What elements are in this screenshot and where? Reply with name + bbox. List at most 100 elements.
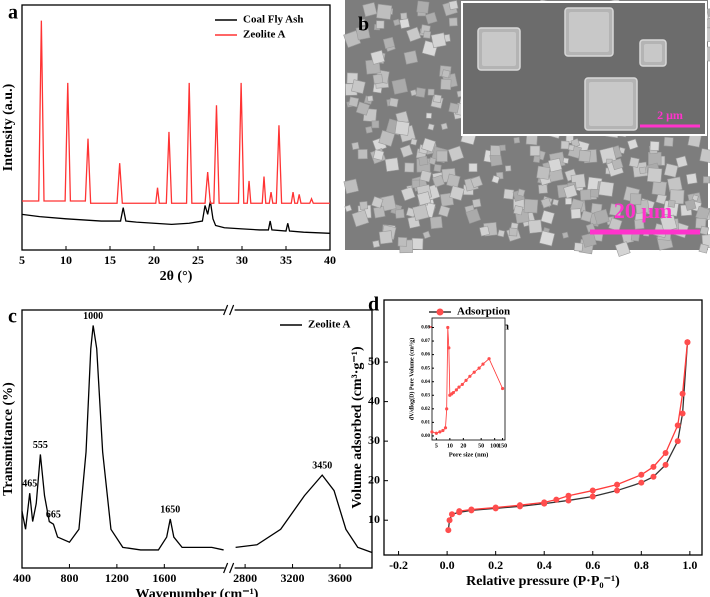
crystal [351, 209, 370, 228]
crystal [663, 163, 679, 178]
y-axis-title: Transmittance (%) [1, 382, 16, 496]
crystal [371, 120, 380, 129]
marker [662, 461, 669, 468]
crystal [573, 242, 584, 252]
crystal [357, 149, 368, 160]
crystal-face [589, 82, 633, 126]
crystal [448, 0, 459, 11]
crystal [399, 144, 414, 158]
crystal [703, 176, 710, 184]
crystal [701, 234, 710, 249]
crystal [699, 148, 710, 164]
marker [451, 390, 455, 395]
marker [565, 492, 572, 499]
legend-label: Coal Fly Ash [243, 14, 304, 26]
crystal [472, 198, 482, 208]
crystal [538, 184, 548, 194]
x-tick-label: 25 [192, 253, 204, 267]
y-tick-label: 0.08 [421, 326, 430, 331]
crystal [479, 225, 490, 237]
crystal [547, 157, 563, 173]
x-tick-label: 100 [490, 443, 499, 449]
crystal [568, 144, 575, 151]
crystal [394, 208, 405, 219]
crystal [359, 201, 369, 210]
crystal [529, 145, 541, 156]
crystal [563, 184, 578, 199]
marker [464, 378, 468, 382]
x-tick-label: 10 [60, 253, 72, 267]
marker [674, 422, 681, 429]
x-tick-label: 5 [19, 253, 25, 267]
crystal [433, 94, 442, 103]
x-tick-label: 50 [478, 443, 484, 449]
marker [679, 390, 686, 397]
y-tick-label: 0.06 [421, 353, 430, 358]
y-tick-label: 40 [368, 393, 380, 407]
marker [445, 527, 452, 534]
y-axis-title: dV/dlog(D) Pore Volume (cm³/g) [408, 338, 415, 421]
axis-break [229, 304, 235, 316]
crystal [366, 95, 374, 102]
plot-frame [21, 309, 373, 569]
y-tick-label: 0.00 [421, 434, 430, 439]
crystal [399, 17, 411, 29]
y-tick-label: 0.05 [421, 366, 430, 371]
crystal [499, 144, 506, 152]
marker [492, 504, 499, 511]
crystal [513, 205, 524, 216]
axis-break-gap [224, 307, 235, 313]
crystal [513, 136, 521, 144]
crystal [355, 25, 371, 41]
x-tick-label: 3200 [281, 571, 305, 585]
crystal [410, 138, 418, 146]
crystal [438, 205, 451, 218]
y-tick-label: 50 [368, 354, 380, 368]
panel-label: a [8, 2, 18, 24]
x-tick-label: 15 [104, 253, 116, 267]
marker [443, 426, 448, 430]
crystal [384, 157, 400, 172]
axis-break [229, 562, 235, 574]
crystal [508, 227, 518, 237]
crystal [388, 97, 399, 108]
axis-break [223, 304, 229, 316]
x-tick-label: 1200 [105, 571, 129, 585]
crystal [646, 167, 663, 183]
marker [446, 517, 453, 524]
x-tick-label: 0.4 [537, 558, 552, 572]
y-tick-label: 0.03 [421, 393, 430, 398]
crystal [400, 186, 416, 202]
y-axis-title: Intensity (a.u.) [1, 83, 16, 171]
crystal [533, 155, 541, 163]
marker [516, 502, 523, 509]
y-tick-label: 0.02 [421, 407, 430, 412]
crystal [358, 19, 366, 26]
crystal [362, 2, 378, 17]
y-tick-label: 0.04 [421, 380, 430, 385]
x-tick-label: 3600 [328, 571, 352, 585]
marker [454, 388, 458, 392]
marker [650, 473, 657, 480]
crystal [539, 230, 556, 247]
crystal [448, 17, 458, 27]
marker [553, 496, 560, 503]
crystal [355, 101, 371, 116]
crystal-face [569, 12, 609, 52]
crystal [695, 217, 707, 229]
crystal [667, 199, 676, 208]
crystal [648, 152, 662, 166]
crystal [416, 191, 432, 206]
crystal [627, 138, 639, 150]
crystal [470, 175, 483, 189]
x-axis-title: Relative pressure (P·P₀⁻¹) [466, 574, 620, 589]
crystal [351, 79, 366, 94]
panel-label: c [8, 306, 17, 328]
crystal [565, 197, 573, 205]
marker [430, 430, 434, 434]
sem-image: 2 μm 20 μm b [343, 0, 710, 257]
crystal [581, 232, 597, 248]
crystal [528, 219, 543, 234]
crystal [418, 155, 429, 166]
